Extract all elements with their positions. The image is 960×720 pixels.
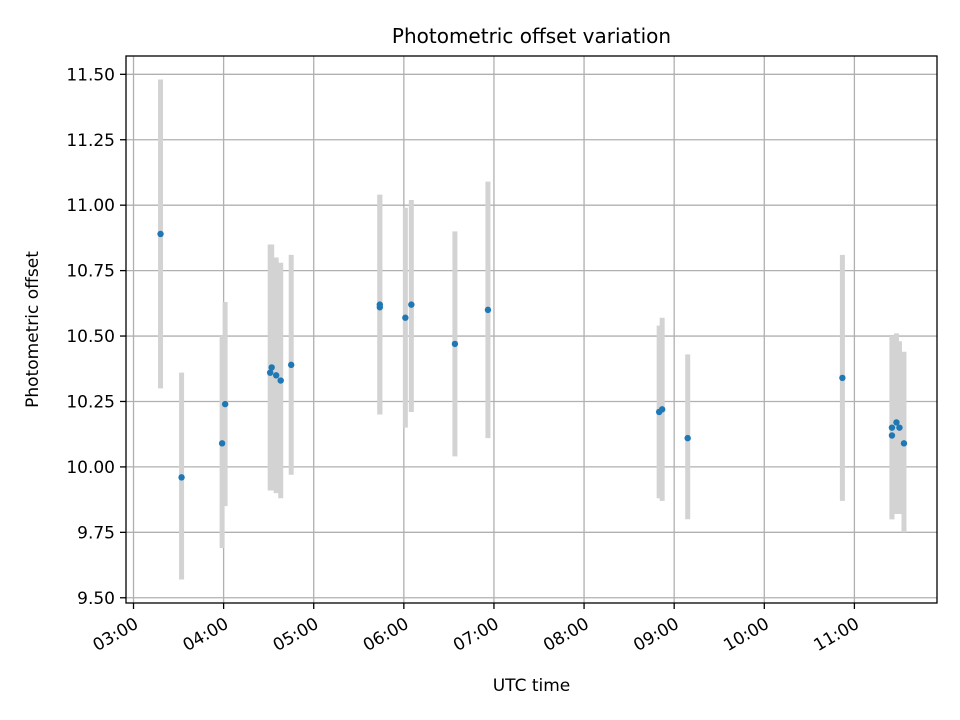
data-point	[268, 364, 275, 371]
data-point	[658, 406, 666, 413]
data-point	[266, 369, 274, 376]
y-tick-label: 11.00	[66, 196, 115, 216]
y-axis: 9.50 9.75 10.00 10.25 10.50 10.75 11.00 11.25 11…	[66, 65, 126, 609]
data-point	[272, 372, 280, 379]
data-point	[888, 432, 896, 439]
data-point	[221, 400, 229, 408]
x-axis-label: UTC time	[493, 676, 571, 696]
data-point	[376, 301, 384, 308]
data-point	[888, 424, 896, 431]
data-point	[484, 306, 492, 314]
y-tick-label: 10.75	[66, 262, 115, 282]
data-point	[896, 424, 903, 431]
data-point	[178, 474, 185, 481]
y-tick-label: 10.00	[66, 458, 115, 478]
y-tick-label: 9.75	[77, 523, 115, 543]
data-point	[408, 301, 415, 308]
data-point	[277, 377, 284, 384]
chart-title: Photometric offset variation	[392, 24, 671, 48]
data-point	[684, 434, 691, 442]
data-point	[839, 374, 846, 382]
y-tick-label: 9.50	[77, 589, 115, 609]
plot-frame	[125, 55, 938, 604]
data-point	[900, 440, 908, 447]
y-tick-label: 11.25	[66, 131, 115, 151]
data-points	[157, 230, 908, 481]
data-point	[288, 361, 295, 369]
data-point	[893, 419, 900, 426]
data-point	[451, 340, 459, 348]
data-point	[218, 440, 226, 447]
data-point	[157, 230, 164, 238]
y-axis-label: Photometric offset	[23, 251, 43, 408]
y-tick-label: 11.50	[66, 65, 115, 85]
y-tick-label: 10.50	[66, 327, 115, 347]
y-tick-label: 10.25	[66, 392, 115, 412]
data-point	[402, 314, 409, 321]
